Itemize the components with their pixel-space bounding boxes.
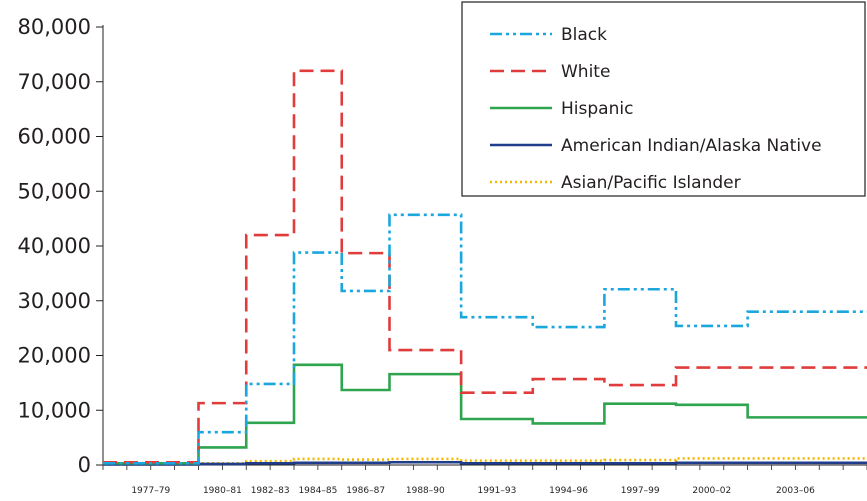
y-tick-label: 20,000 <box>18 344 91 368</box>
legend-label: Hispanic <box>561 99 633 119</box>
x-tick-label: 1982–83 <box>251 486 290 496</box>
y-tick-label: 60,000 <box>18 125 91 149</box>
series-line-white <box>103 69 867 464</box>
x-tick-label: 1994–96 <box>549 486 588 496</box>
legend-box <box>461 1 866 197</box>
y-tick-label: 40,000 <box>18 234 91 258</box>
x-tick-label: 1986–87 <box>346 486 385 496</box>
axes: 0 10,000 20,000 30,000 40,000 50,000 60,000 70,… <box>18 15 867 496</box>
x-tick-label: 1997–99 <box>621 486 660 496</box>
legend: Black White Hispanic American Indian/Alaska… <box>461 1 866 197</box>
y-tick-label: 10,000 <box>18 398 91 422</box>
y-tick-label: 70,000 <box>18 70 91 94</box>
y-tick-label: 50,000 <box>18 179 91 203</box>
series-line-hispanic <box>103 363 867 465</box>
x-tick-label: 1984–85 <box>298 486 337 496</box>
x-tick-label: 1977–79 <box>131 486 170 496</box>
legend-label: White <box>561 62 610 82</box>
x-tick-label: 1980–81 <box>203 486 242 496</box>
x-tick-label: 2003–06 <box>776 486 815 496</box>
y-tick-label: 30,000 <box>18 289 91 313</box>
x-tick-label: 2000–02 <box>692 486 731 496</box>
x-tick-label: 1991–93 <box>478 486 517 496</box>
y-tick-label: 80,000 <box>18 15 91 39</box>
legend-label: Asian/Pacific Islander <box>561 173 741 193</box>
legend-label: Black <box>561 25 607 45</box>
legend-label: American Indian/Alaska Native <box>561 136 822 156</box>
y-tick-label: 0 <box>78 453 91 477</box>
series-layer <box>103 69 867 466</box>
series-line-black <box>103 213 867 465</box>
series-line-american-indian-alaska-native <box>103 460 867 466</box>
x-tick-label: 1988–90 <box>406 486 445 496</box>
